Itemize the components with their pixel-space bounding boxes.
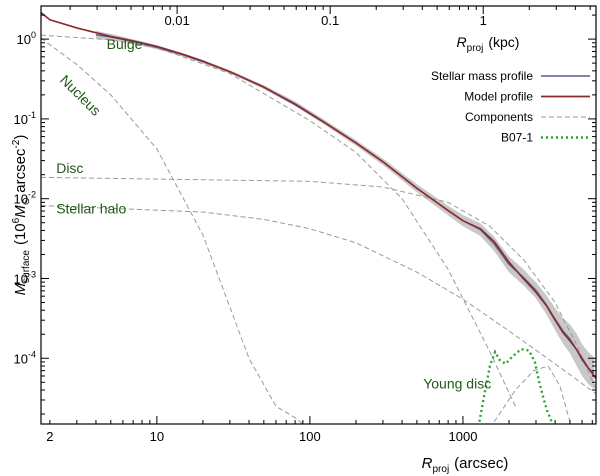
- component-curves-layer: [41, 34, 596, 424]
- x-axis-label: Rproj (arcsec): [422, 455, 509, 475]
- y-tick-label: 100: [17, 30, 36, 47]
- x-tick-label: 1000: [449, 429, 478, 444]
- stellar-mass-band: [95, 30, 595, 390]
- legend-label-stellar-mass-profile: Stellar mass profile: [431, 69, 533, 83]
- x-tick-label: 10: [150, 429, 164, 444]
- top-tick-label: 0.1: [321, 13, 339, 28]
- axis-ticks-layer: [41, 6, 596, 424]
- annotation-young-disc: Young disc: [423, 375, 491, 391]
- annotation-nucleus: Nucleus: [57, 72, 104, 119]
- component-annotations-layer: Bulge Nucleus Disc Stellar halo Young disc: [56, 36, 491, 391]
- legend-label-components: Components: [465, 110, 533, 124]
- y-tick-label: 10-4: [14, 349, 36, 366]
- component-nucleus-curve: [41, 37, 304, 424]
- top-tick-label: 1: [480, 13, 487, 28]
- annotation-disc: Disc: [56, 160, 83, 176]
- top-tick-label: 0.01: [164, 13, 189, 28]
- plot-frame: [40, 5, 597, 425]
- y-tick-label: 10-2: [14, 190, 36, 207]
- component-bulge-curve: [41, 34, 516, 407]
- component-young-disc-curve: [493, 365, 571, 423]
- top-axis-label: Rproj (kpc): [457, 34, 520, 54]
- annotation-stellar-halo: Stellar halo: [56, 201, 126, 217]
- profile-series-layer: [41, 11, 596, 379]
- component-disc-curve: [41, 176, 596, 390]
- model-profile-line: [41, 11, 596, 379]
- y-tick-label: 10-1: [14, 110, 36, 127]
- component-stellar-halo-curve: [41, 205, 596, 395]
- stellar-mass-profile-line: [95, 34, 595, 374]
- annotation-bulge: Bulge: [107, 36, 143, 52]
- y-axis-label: Msurface(106M⊙ arcsec-2): [11, 135, 32, 296]
- legend-label-model-profile: Model profile: [464, 90, 533, 104]
- x-tick-label: 2: [46, 429, 53, 444]
- legend: Stellar mass profile Model profile Compone…: [431, 69, 590, 145]
- stellar-mass-uncertainty-band-layer: [95, 30, 595, 390]
- y-tick-label: 10-3: [14, 269, 36, 286]
- x-tick-label: 100: [299, 429, 321, 444]
- legend-label-b07-1: B07-1: [501, 131, 533, 145]
